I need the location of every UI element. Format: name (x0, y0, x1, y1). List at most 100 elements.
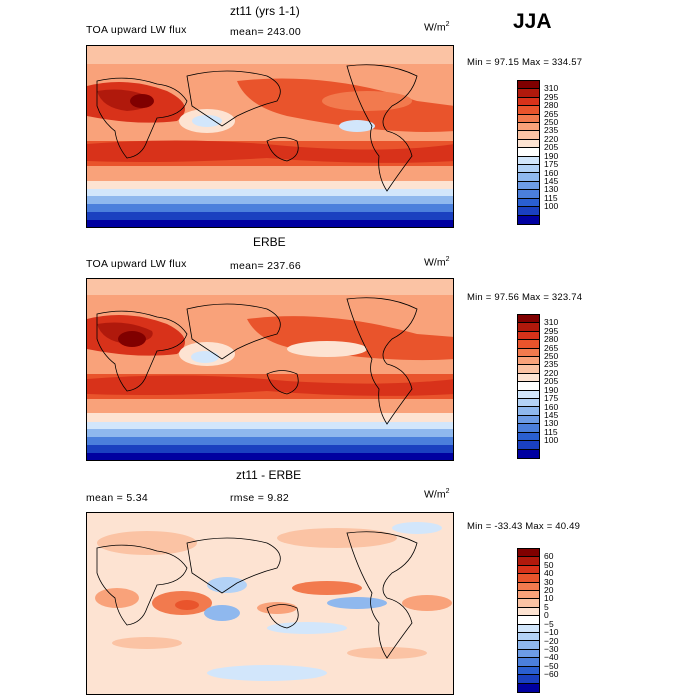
colorbar-cell (518, 215, 539, 224)
colorbar-cell (518, 190, 539, 199)
colorbar-tick-label: 60 (544, 551, 554, 562)
colorbar-tick-label: −40 (544, 652, 559, 663)
colorbar-tick-label: −30 (544, 643, 559, 654)
colorbar-cell (518, 207, 539, 216)
colorbar-cell (518, 424, 539, 433)
colorbar-cell (518, 139, 539, 149)
colorbar-tick-label: 130 (544, 418, 559, 429)
colorbar-tick-label: 50 (544, 559, 554, 570)
colorbar-tick-label: 145 (544, 175, 559, 186)
panel1-variable: TOA upward LW flux (86, 24, 187, 36)
colorbar-tick-label: −5 (544, 618, 554, 629)
colorbar-tick-label: 115 (544, 426, 558, 437)
colorbar-cell (518, 607, 539, 617)
colorbar-cell (518, 331, 539, 341)
colorbar-cell (518, 399, 539, 408)
colorbar-tick-label: 115 (544, 192, 558, 203)
colorbar-tick-label: 310 (544, 83, 559, 94)
colorbar-tick-label: −20 (544, 635, 559, 646)
colorbar-tick-label: 295 (544, 325, 559, 336)
panel3-rmse: rmse = 9.82 (230, 492, 290, 504)
panel3-title: zt11 - ERBE (236, 468, 302, 482)
colorbar-cell (518, 557, 539, 566)
colorbar-cell (518, 123, 539, 132)
colorbar-cell (518, 148, 539, 157)
colorbar-tick-label: −60 (544, 669, 559, 680)
colorbar-cell (518, 81, 539, 90)
colorbar-tick-label: 190 (544, 384, 559, 395)
colorbar-cell (518, 348, 539, 358)
colorbar-tick-label: 30 (544, 576, 554, 587)
colorbar-cell (518, 624, 539, 634)
colorbar-tick-label: 175 (544, 393, 559, 404)
colorbar-tick-label: 5 (544, 601, 549, 612)
colorbar-tick-label: −50 (544, 660, 559, 671)
panel2-map-field (87, 279, 453, 460)
colorbar-cell (518, 658, 539, 667)
colorbar-cell (518, 340, 539, 349)
colorbar-cell (518, 432, 539, 442)
colorbar-cell (518, 407, 539, 416)
colorbar-cell (518, 365, 539, 374)
panel1-map (86, 45, 454, 228)
colorbar-cell (518, 373, 539, 383)
colorbar-tick-label: 100 (544, 435, 559, 446)
colorbar-cell (518, 441, 539, 450)
panel1-mean: mean= 243.00 (230, 26, 302, 38)
colorbar-tick-label: 265 (544, 108, 559, 119)
colorbar-tick-label: 160 (544, 401, 559, 412)
colorbar-cell (518, 173, 539, 182)
colorbar-cell (518, 449, 539, 458)
colorbar-cell (518, 616, 539, 625)
colorbar-cell (518, 574, 539, 583)
colorbar-cell (518, 591, 539, 600)
panel2-mean: mean= 237.66 (230, 260, 302, 272)
colorbar-cell (518, 357, 539, 366)
colorbar-cell (518, 666, 539, 676)
colorbar-tick-label: 280 (544, 100, 559, 111)
panel3-colorbar (517, 548, 540, 693)
colorbar-tick-label: 130 (544, 184, 559, 195)
colorbar-tick-label: −10 (544, 627, 559, 638)
colorbar-cell (518, 582, 539, 592)
colorbar-cell (518, 633, 539, 642)
colorbar-cell (518, 165, 539, 174)
panel3-minmax: Min = -33.43 Max = 40.49 (467, 521, 581, 532)
colorbar-cell (518, 97, 539, 107)
panel3-mean: mean = 5.34 (86, 492, 148, 504)
colorbar-cell (518, 683, 539, 692)
panel2-units: W/m2 (424, 256, 450, 269)
panel2-colorbar (517, 314, 540, 459)
colorbar-tick-label: 220 (544, 367, 559, 378)
colorbar-tick-label: 220 (544, 133, 559, 144)
panel1-units: W/m2 (424, 21, 450, 34)
panel3-map (86, 512, 454, 695)
colorbar-cell (518, 415, 539, 425)
colorbar-tick-label: 205 (544, 376, 559, 387)
colorbar-cell (518, 315, 539, 324)
panel2-minmax: Min = 97.56 Max = 323.74 (467, 292, 583, 303)
panel3-units: W/m2 (424, 488, 450, 501)
panel2-map (86, 278, 454, 461)
colorbar-cell (518, 181, 539, 191)
colorbar-tick-label: 295 (544, 91, 559, 102)
colorbar-cell (518, 106, 539, 115)
colorbar-tick-label: 10 (544, 593, 554, 604)
panel1-map-field (87, 46, 453, 227)
colorbar-cell (518, 641, 539, 650)
panel1-title: zt11 (yrs 1-1) (230, 4, 300, 18)
panel3-map-field (87, 513, 453, 694)
colorbar-cell (518, 675, 539, 684)
colorbar-tick-label: 265 (544, 342, 559, 353)
colorbar-tick-label: 205 (544, 142, 559, 153)
colorbar-cell (518, 390, 539, 400)
colorbar-tick-label: 310 (544, 317, 559, 328)
colorbar-cell (518, 131, 539, 140)
colorbar-tick-label: 0 (544, 610, 549, 621)
colorbar-tick-label: 250 (544, 351, 559, 362)
colorbar-cell (518, 549, 539, 558)
panel1-colorbar (517, 80, 540, 225)
colorbar-tick-label: 100 (544, 201, 559, 212)
colorbar-cell (518, 599, 539, 608)
colorbar-cell (518, 89, 539, 98)
